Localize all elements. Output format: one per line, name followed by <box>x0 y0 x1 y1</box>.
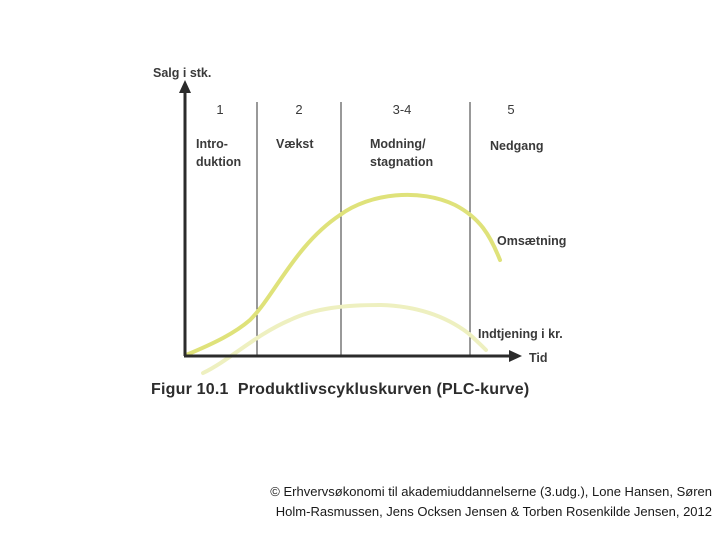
copyright-line-1: © Erhvervsøkonomi til akademiuddannelser… <box>270 484 712 499</box>
phase-name-modning-line1: Modning/ <box>370 137 426 151</box>
y-axis-arrow-icon <box>179 80 191 93</box>
x-axis-arrow-icon <box>509 350 522 362</box>
figure-caption: Figur 10.1 Produktlivscykluskurven (PLC-… <box>151 381 529 398</box>
phase-name-modning-line2: stagnation <box>370 155 433 169</box>
phase-name-introduktion-line1: Intro- <box>196 137 228 151</box>
phase-number-3-4: 3-4 <box>393 102 412 117</box>
revenue-curve <box>184 192 502 357</box>
y-axis-label: Salg i stk. <box>153 66 211 80</box>
phase-name-nedgang: Nedgang <box>490 139 543 153</box>
copyright-line-2: Holm-Rasmussen, Jens Ocksen Jensen & Tor… <box>275 504 712 519</box>
phase-name-vaekst: Vækst <box>276 137 314 151</box>
copyright-notice: © Erhvervsøkonomi til akademiuddannelser… <box>176 482 712 522</box>
phase-name-introduktion-line2: duktion <box>196 155 241 169</box>
x-axis-label: Tid <box>529 351 548 365</box>
phase-number-2: 2 <box>295 102 302 117</box>
revenue-curve-label: Omsætning <box>497 234 566 248</box>
phase-number-1: 1 <box>216 102 223 117</box>
profit-curve-label: Indtjening i kr. <box>478 327 563 341</box>
phase-number-5: 5 <box>507 102 514 117</box>
profit-curve <box>201 302 488 375</box>
